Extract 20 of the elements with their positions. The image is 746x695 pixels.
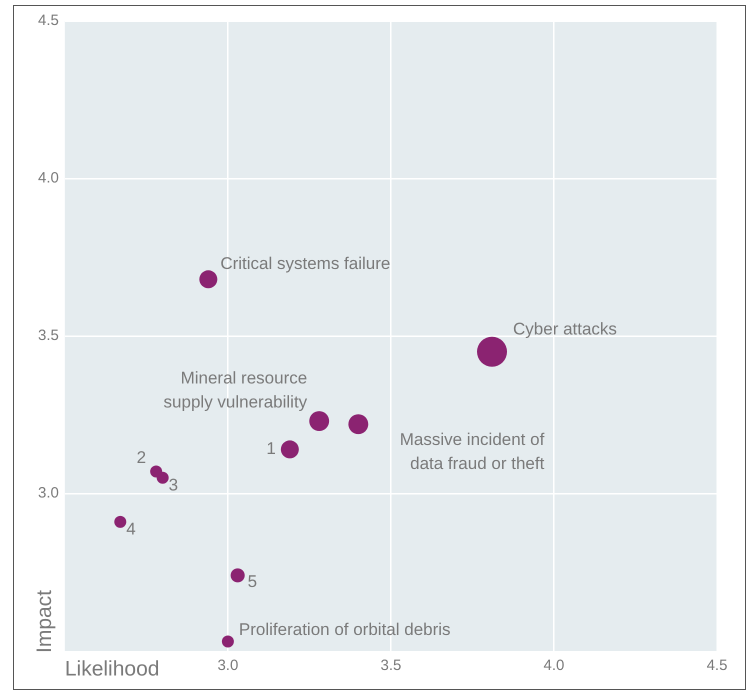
y-axis-title: Impact: [33, 590, 56, 653]
annotation: Massive incident of data fraud or theft: [400, 430, 545, 473]
annotation: 3: [168, 475, 178, 494]
annotation: Critical systems failure: [220, 254, 390, 273]
y-tick-label: 3.5: [38, 327, 59, 344]
y-tick-label: 4.0: [38, 170, 59, 187]
annotation: 1: [266, 439, 276, 458]
x-axis-title: Likelihood: [64, 657, 160, 680]
x-tick-label: 4.0: [544, 657, 564, 674]
y-tick-label: 4.5: [38, 12, 59, 30]
annotation: Proliferation of orbital debris: [238, 620, 451, 640]
x-tick-label: 4.5: [706, 657, 728, 674]
y-tick-label: 3.0: [38, 484, 59, 502]
annotation: Cyber attacks: [513, 319, 617, 338]
annotation: 5: [248, 572, 258, 592]
annotation: 2: [136, 448, 146, 468]
annotation: Mineral resource supply vulnerability: [164, 368, 308, 412]
x-tick-label: 3.5: [380, 657, 402, 674]
annotation: 4: [126, 520, 136, 539]
x-tick-label: 3.0: [217, 657, 238, 674]
